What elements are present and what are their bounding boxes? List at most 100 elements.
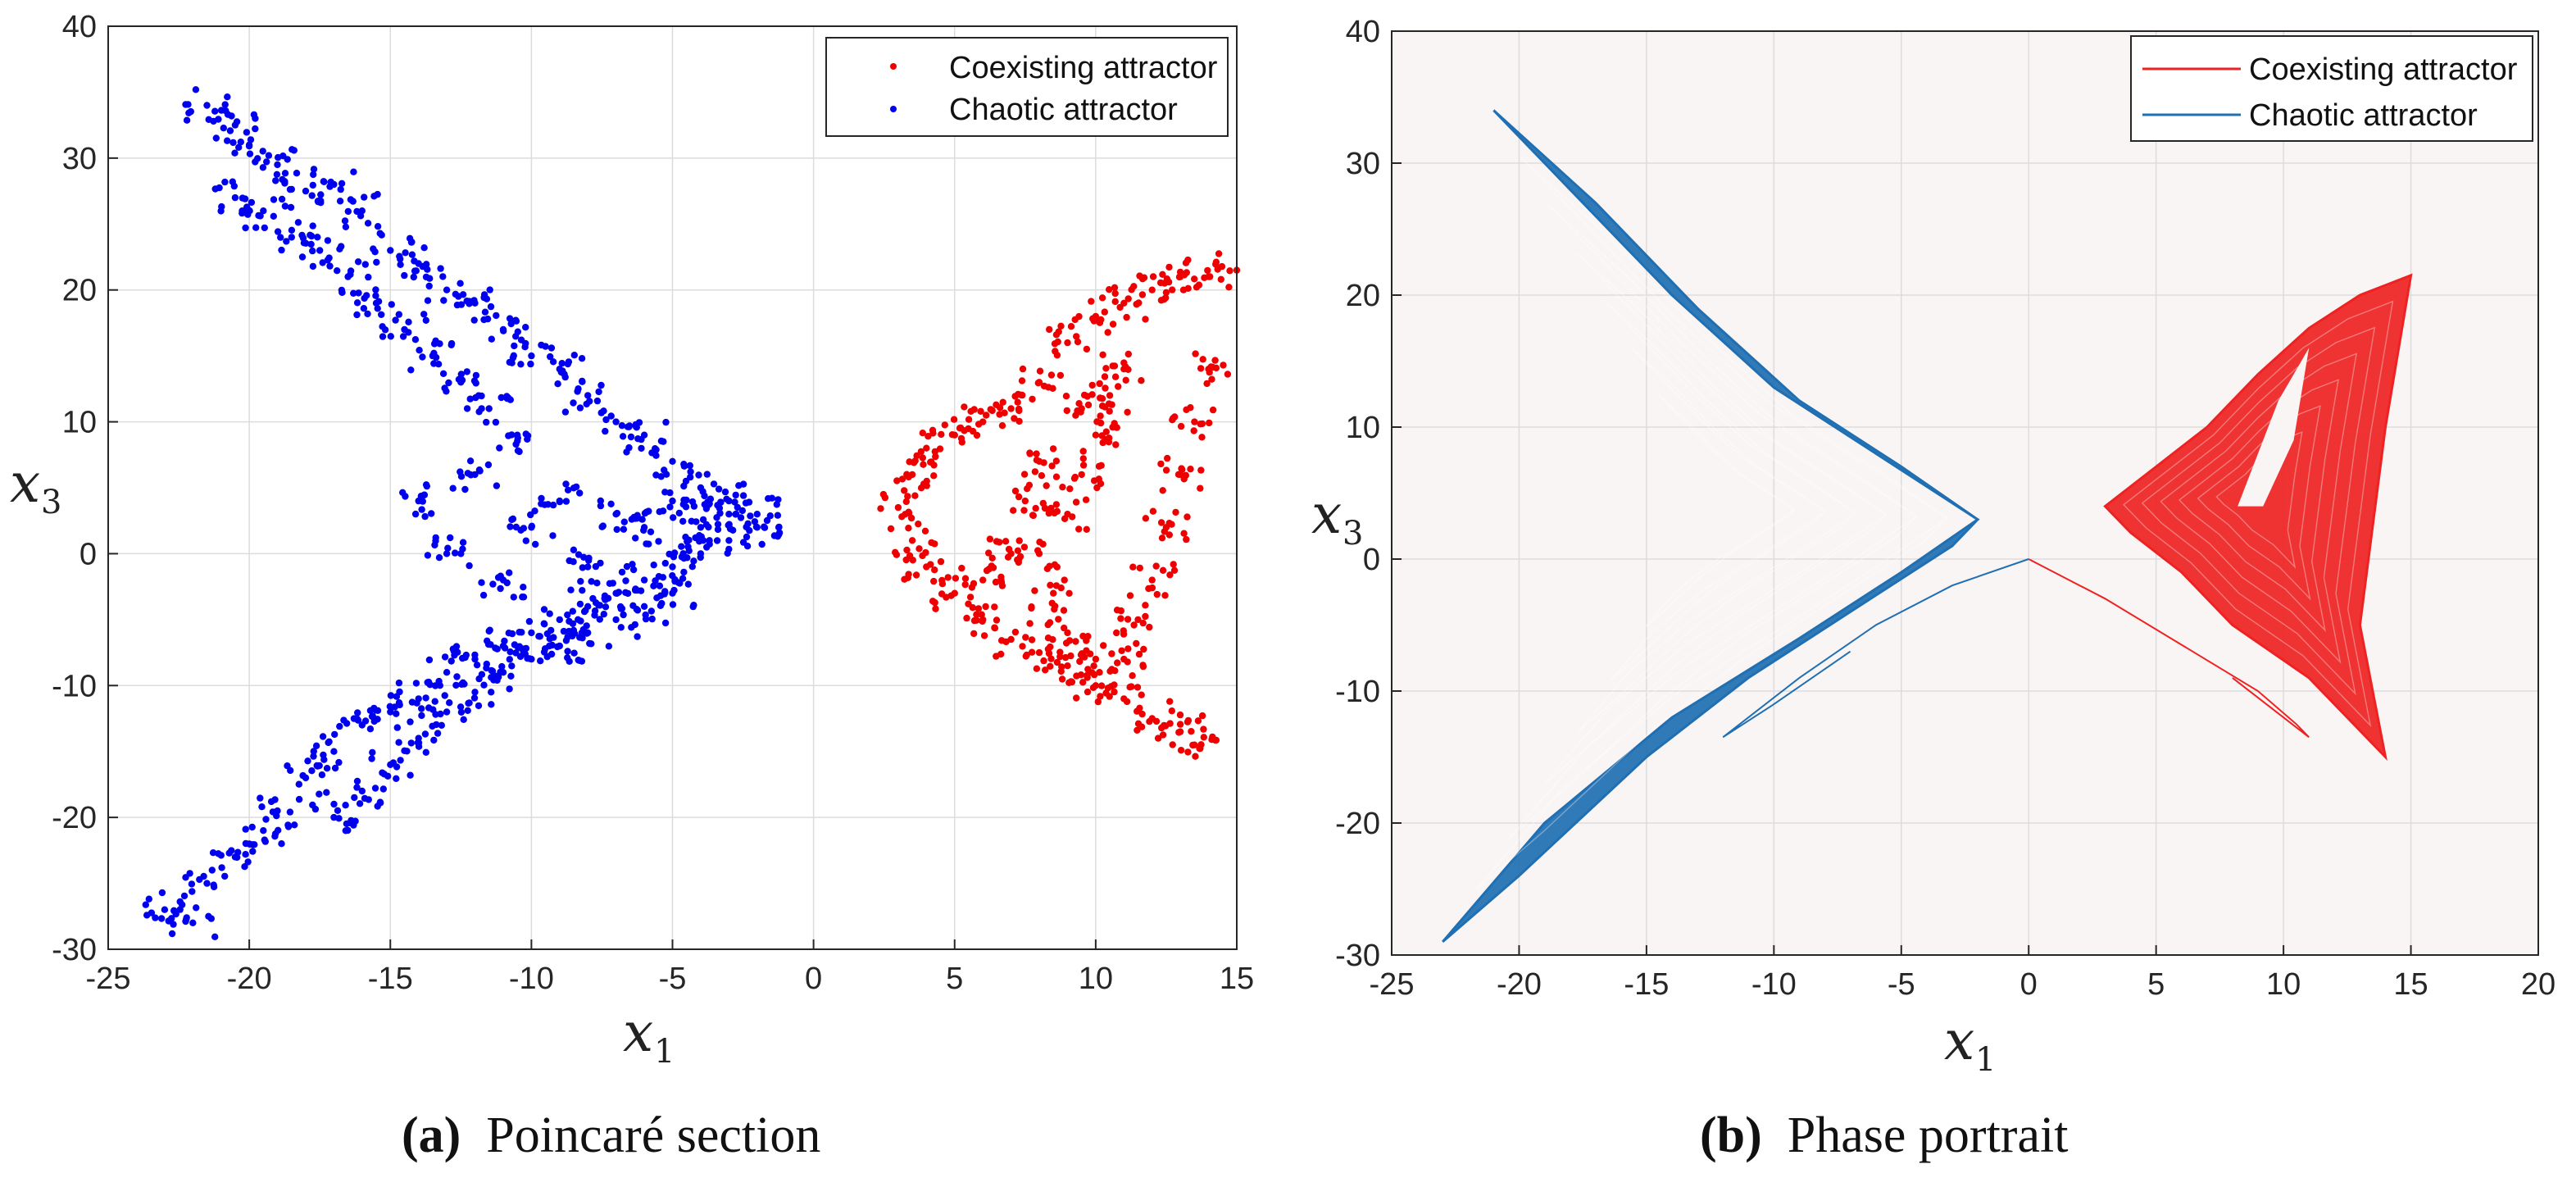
panel-a-point-chaotic [697, 553, 704, 562]
panel-a-point-coexisting [1038, 472, 1046, 480]
panel-a-point-chaotic [449, 484, 457, 492]
panel-a-point-chaotic [421, 512, 429, 521]
panel-a-point-coexisting [1149, 273, 1157, 280]
panel-a-point-coexisting [1039, 499, 1047, 507]
panel-a-point-chaotic [562, 480, 570, 488]
panel-a-point-chaotic [271, 833, 279, 840]
panel-a-point-coexisting [1148, 584, 1156, 592]
panel-a-point-coexisting [1188, 728, 1195, 735]
panel-a-point-chaotic [485, 405, 493, 412]
panel-b-ytick-label: -30 [1335, 939, 1380, 973]
panel-a-point-chaotic [287, 203, 295, 211]
panel-a-point-chaotic [699, 488, 706, 495]
panel-a-point-chaotic [344, 207, 352, 216]
panel-a-point-chaotic [361, 717, 370, 725]
panel-a-point-chaotic [479, 591, 488, 599]
panel-a-point-chaotic [605, 643, 613, 650]
panel-a-point-chaotic [334, 267, 341, 275]
panel-a-point-chaotic [714, 521, 722, 528]
panel-a-point-chaotic [455, 375, 463, 383]
panel-a-point-chaotic [488, 689, 495, 696]
panel-a-point-chaotic [511, 342, 518, 350]
panel-a-point-chaotic [374, 305, 381, 312]
panel-a-point-chaotic [472, 380, 479, 387]
panel-a-point-chaotic [484, 461, 493, 469]
panel-a-point-chaotic [447, 534, 454, 542]
panel-a-point-coexisting [975, 605, 983, 612]
panel-a-point-chaotic [295, 795, 303, 803]
panel-a-point-chaotic [395, 679, 403, 687]
panel-a-point-chaotic [211, 933, 219, 941]
panel-a-legend-marker-chaotic [890, 106, 897, 112]
panel-a-point-chaotic [335, 815, 343, 822]
panel-a-point-coexisting [1184, 748, 1192, 756]
panel-a-point-chaotic [507, 396, 514, 403]
panel-a-point-chaotic [412, 680, 420, 687]
panel-a-point-chaotic [273, 812, 280, 820]
panel-a-point-chaotic [715, 485, 723, 493]
panel-a-point-chaotic [570, 546, 578, 553]
panel-a-point-coexisting [1198, 434, 1206, 441]
panel-a-point-chaotic [602, 416, 610, 424]
panel-a-point-chaotic [342, 802, 349, 809]
panel-a-point-coexisting [1199, 356, 1206, 363]
panel-a-point-coexisting [1076, 657, 1084, 666]
panel-a-point-chaotic [519, 594, 526, 601]
panel-a-point-coexisting [1152, 717, 1161, 725]
panel-a-point-coexisting [1078, 650, 1086, 657]
panel-a-point-chaotic [577, 578, 584, 585]
panel-a-point-coexisting [911, 492, 919, 499]
panel-a-point-chaotic [411, 257, 418, 265]
panel-a-point-coexisting [1020, 507, 1028, 514]
panel-a-point-coexisting [1089, 684, 1097, 691]
panel-a-point-coexisting [1098, 402, 1106, 410]
panel-a-point-chaotic [583, 622, 590, 630]
panel-b-xtick-label: -5 [1888, 967, 1915, 1002]
panel-a-point-chaotic [508, 431, 516, 439]
panel-a-point-coexisting [1019, 643, 1026, 650]
panel-a-point-chaotic [538, 494, 545, 503]
panel-a-point-coexisting [1174, 471, 1183, 478]
panel-a-point-chaotic [378, 231, 385, 239]
panel-a-point-chaotic [226, 127, 234, 134]
panel-a-point-coexisting [1212, 261, 1220, 268]
panel-a-point-coexisting [920, 461, 927, 468]
panel-a-point-chaotic [466, 562, 473, 570]
panel-a-point-coexisting [941, 421, 949, 429]
panel-a-point-coexisting [1057, 667, 1065, 675]
panel-a-point-chaotic [379, 323, 386, 330]
panel-a-point-chaotic [690, 557, 697, 565]
panel-a-point-coexisting [1183, 535, 1190, 543]
panel-a-point-coexisting [1015, 417, 1023, 425]
panel-a-point-coexisting [944, 574, 952, 581]
panel-a-point-coexisting [1084, 671, 1091, 680]
panel-a-point-coexisting [1111, 373, 1120, 380]
panel-a-point-coexisting [1063, 407, 1071, 415]
panel-a-point-chaotic [360, 305, 368, 312]
caption-a-label: (a) [402, 1107, 461, 1163]
panel-a-point-chaotic [623, 562, 631, 571]
panel-a-point-chaotic [743, 543, 752, 550]
panel-a-point-coexisting [1142, 612, 1149, 621]
panel-a-point-chaotic [337, 185, 344, 193]
panel-a-point-chaotic [324, 237, 332, 244]
panel-a-point-coexisting [1064, 629, 1071, 637]
panel-a-point-coexisting [1094, 698, 1102, 706]
panel-a-point-chaotic [503, 579, 511, 587]
panel-a-point-coexisting [931, 598, 938, 607]
panel-a-point-chaotic [453, 673, 461, 680]
panel-a-point-coexisting [1157, 519, 1165, 526]
panel-a-point-coexisting [1169, 416, 1176, 424]
panel-a-point-coexisting [1015, 407, 1023, 415]
panel-a-point-chaotic [309, 181, 316, 189]
panel-a-point-coexisting [905, 525, 912, 532]
panel-a-point-coexisting [975, 421, 983, 428]
panel-a-point-coexisting [1077, 671, 1085, 679]
panel-a-point-chaotic [373, 258, 380, 266]
panel-a-point-coexisting [968, 584, 976, 591]
panel-a-point-chaotic [622, 577, 629, 584]
panel-a-point-chaotic [675, 509, 683, 517]
panel-a-point-coexisting [1033, 665, 1041, 672]
panel-a-point-coexisting [1166, 571, 1174, 579]
panel-a-point-chaotic [648, 615, 656, 623]
